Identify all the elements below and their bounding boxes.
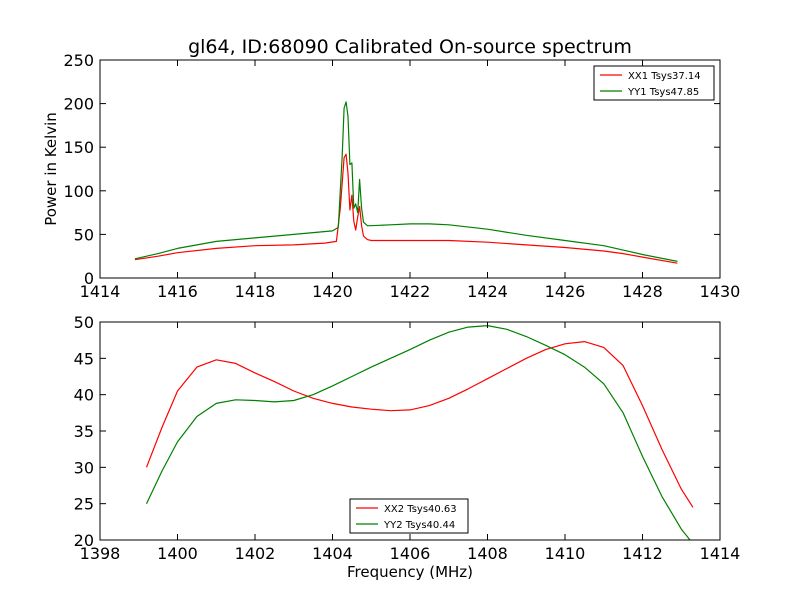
- chart-title: gl64, ID:68090 Calibrated On-source spec…: [188, 36, 632, 58]
- plot-panel-2: 1398 1400 1402 1404 1406 1408 1410 1412 1414 20 25…: [74, 313, 741, 563]
- plot-panel-1: 1414 1416 1418 1420 1422 1424 1426 1428 1430 0 50 1…: [63, 51, 740, 301]
- x-tick-label-2-8: 1412: [622, 544, 663, 563]
- x-axis-label: Frequency (MHz): [347, 563, 473, 581]
- legend-1: XX1 Tsys37.14 YY1 Tsys47.85: [593, 65, 715, 101]
- y-tick-label-1-5: 200: [63, 95, 94, 114]
- y-tick-label-1-1: 0: [84, 269, 94, 288]
- x-tick-label-2-7: 1410: [545, 544, 586, 563]
- series-line-1-2: [134, 101, 678, 262]
- legend-label-1-2: YY1 Tsys47.85: [627, 87, 699, 98]
- plots-group: 1414 1416 1418 1420 1422 1424 1426 1428 14300501…: [63, 51, 740, 563]
- x-tick-label-1-7: 1426: [545, 282, 586, 301]
- x-tick-label-2-3: 1402: [235, 544, 276, 563]
- x-tick-label-2-9: 1414: [700, 544, 741, 563]
- series-line-2-1: [145, 341, 694, 508]
- x-tick-label-1-1: 1414: [80, 282, 121, 301]
- y-tick-label-1-4: 150: [63, 138, 94, 157]
- x-tick-label-2-5: 1406: [390, 544, 431, 563]
- legend-label-2-2: YY2 Tsys40.44: [383, 520, 455, 531]
- series-line-2-2: [145, 325, 691, 540]
- series-line-1-1: [134, 153, 678, 264]
- x-tick-label-2-1: 1398: [80, 544, 121, 563]
- legend-label-2-1: XX2 Tsys40.63: [384, 504, 457, 515]
- legend-box-1: [593, 65, 715, 101]
- y-tick-label-2-7: 50: [74, 313, 94, 332]
- y-tick-label-2-5: 40: [74, 386, 94, 405]
- y-axis-label: Power in Kelvin: [42, 112, 60, 226]
- y-tick-label-2-1: 20: [74, 531, 94, 550]
- legend-2: XX2 Tsys40.63 YY2 Tsys40.44: [349, 498, 469, 534]
- y-tick-label-1-2: 50: [74, 225, 94, 244]
- legend-label-1-1: XX1 Tsys37.14: [628, 71, 701, 82]
- x-tick-label-1-8: 1428: [622, 282, 663, 301]
- x-tick-label-1-5: 1422: [390, 282, 431, 301]
- x-tick-label-1-6: 1424: [467, 282, 508, 301]
- legend-box-2: [349, 498, 469, 534]
- x-tick-label-1-4: 1420: [312, 282, 353, 301]
- y-tick-label-2-6: 45: [74, 349, 94, 368]
- y-tick-label-1-3: 100: [63, 182, 94, 201]
- y-tick-label-2-4: 35: [74, 422, 94, 441]
- y-tick-label-2-2: 25: [74, 495, 94, 514]
- x-tick-label-2-2: 1400: [157, 544, 198, 563]
- x-tick-label-1-9: 1430: [700, 282, 741, 301]
- x-tick-label-1-2: 1416: [157, 282, 198, 301]
- plot-lines-2: [145, 325, 694, 540]
- y-tick-label-1-6: 250: [63, 51, 94, 70]
- x-tick-label-2-6: 1408: [467, 544, 508, 563]
- plot-lines-1: [134, 101, 678, 264]
- x-tick-label-1-3: 1418: [235, 282, 276, 301]
- y-tick-label-2-3: 30: [74, 458, 94, 477]
- x-tick-label-2-4: 1404: [312, 544, 353, 563]
